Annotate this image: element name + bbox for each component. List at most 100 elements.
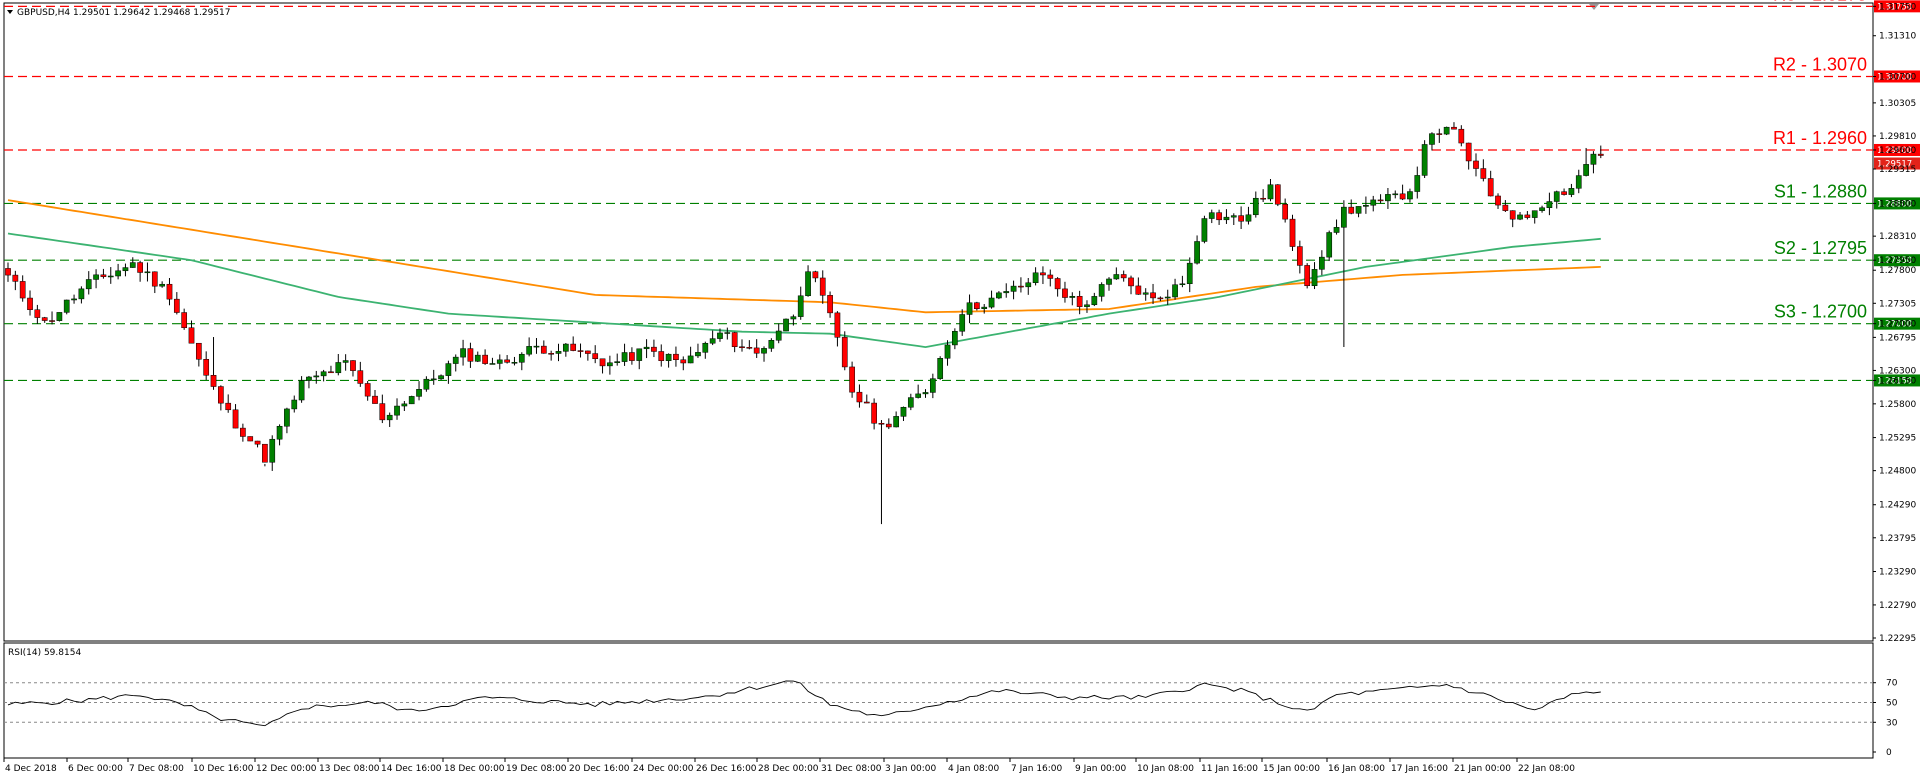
current-price-badge: [1874, 157, 1920, 170]
bull-candle-body: [797, 295, 804, 317]
bear-candle-body: [1465, 142, 1472, 162]
bull-candle-body: [761, 348, 767, 354]
bear-candle-body: [753, 347, 760, 354]
bear-candle-body: [1238, 215, 1244, 222]
x-tick-label: 6 Dec 00:00: [68, 764, 123, 774]
chart-header: GBPUSD,H4 1.29501 1.29642 1.29468 1.2951…: [17, 8, 230, 18]
bull-candle-body: [93, 274, 99, 280]
y-tick-label: 1.30700: [1879, 72, 1916, 82]
bull-candle-body: [768, 340, 775, 349]
bear-candle-body: [658, 351, 665, 361]
bull-candle-body: [915, 393, 922, 398]
bear-candle-body: [166, 283, 173, 300]
bull-candle-body: [1568, 188, 1575, 195]
bear-candle-body: [827, 295, 833, 314]
bull-candle-body: [489, 363, 496, 365]
bull-candle-body: [1392, 193, 1399, 196]
bull-candle-body: [1363, 204, 1369, 207]
bear-candle-body: [1260, 197, 1266, 200]
bull-candle-body: [643, 346, 650, 350]
x-tick-label: 24 Dec 00:00: [633, 764, 694, 774]
bull-candle-body: [1429, 133, 1435, 145]
bull-candle-body: [607, 362, 613, 367]
bear-candle-body: [1150, 292, 1156, 299]
bull-candle-body: [1186, 262, 1193, 285]
level-price-badge-label: 1.27950: [1877, 256, 1912, 266]
bull-candle-body: [416, 389, 422, 397]
bull-candle-body: [996, 292, 1002, 299]
bear-candle-body: [34, 309, 41, 318]
y-tick-label: 1.29600: [1879, 146, 1916, 156]
x-tick-label: 16 Jan 08:00: [1328, 764, 1385, 774]
y-tick-label: 1.27305: [1879, 299, 1916, 309]
bull-candle-body: [276, 425, 283, 440]
bear-candle-body: [379, 403, 386, 421]
y-tick-label: 1.28800: [1879, 199, 1916, 209]
level-price-badge: [1874, 197, 1920, 210]
rsi-header: RSI(14) 59.8154: [8, 648, 81, 658]
bear-candle-body: [629, 352, 635, 361]
bull-candle-body: [430, 378, 437, 381]
x-tick-label: 17 Jan 16:00: [1391, 764, 1448, 774]
y-tick-label: 1.31750: [1879, 2, 1916, 12]
x-tick-label: 10 Dec 16:00: [193, 764, 254, 774]
level-price-badge: [1874, 374, 1920, 387]
bull-candle-body: [1326, 232, 1333, 258]
bear-candle-body: [173, 298, 180, 313]
bull-candle-body: [1267, 184, 1274, 200]
bear-candle-body: [1282, 203, 1289, 220]
x-tick-label: 7 Jan 16:00: [1011, 764, 1063, 774]
bear-candle-body: [12, 274, 19, 282]
bull-candle-body: [1421, 144, 1428, 176]
bear-candle-body: [1509, 210, 1516, 220]
bear-candle-body: [863, 401, 870, 404]
bear-candle-body: [819, 277, 826, 296]
x-tick-label: 9 Jan 00:00: [1075, 764, 1127, 774]
x-tick-label: 28 Dec 00:00: [758, 764, 819, 774]
x-tick-label: 4 Dec 2018: [5, 764, 57, 774]
bull-candle-body: [1539, 207, 1545, 211]
bull-candle-body: [71, 298, 77, 301]
bear-candle-body: [585, 350, 591, 354]
bull-candle-body: [981, 306, 988, 310]
rsi-tick-label: 0: [1886, 748, 1892, 758]
y-tick-label: 1.29315: [1879, 165, 1916, 175]
bull-candle-body: [988, 297, 995, 308]
bear-candle-body: [1047, 274, 1054, 279]
bear-candle-body: [19, 281, 26, 299]
menu-triangle-icon[interactable]: [7, 10, 13, 14]
bull-candle-body: [1113, 274, 1120, 280]
y-tick-label: 1.26795: [1879, 333, 1916, 343]
bull-candle-body: [474, 354, 481, 362]
bull-candle-body: [401, 403, 408, 407]
bear-candle-body: [203, 359, 210, 376]
bull-candle-body: [1069, 296, 1076, 298]
y-tick-label: 1.27000: [1879, 320, 1916, 330]
bear-candle-body: [1480, 168, 1487, 179]
bull-candle-body: [636, 348, 643, 361]
bear-candle-body: [548, 353, 555, 355]
bear-candle-body: [1040, 272, 1046, 276]
bear-candle-body: [181, 312, 188, 328]
y-tick-label: 1.25295: [1879, 434, 1916, 444]
shift-marker-icon[interactable]: [1589, 4, 1599, 10]
bull-candle-body: [1333, 227, 1340, 233]
bear-candle-body: [372, 395, 378, 404]
y-tick-label: 1.22295: [1879, 634, 1916, 644]
y-tick-label: 1.29810: [1879, 132, 1916, 142]
bear-candle-body: [1216, 212, 1222, 221]
bull-candle-body: [966, 302, 973, 315]
bull-candle-body: [1164, 296, 1171, 299]
bear-candle-body: [1458, 128, 1465, 144]
bull-candle-body: [408, 396, 415, 405]
bear-candle-body: [262, 443, 268, 463]
bull-candle-body: [1517, 214, 1523, 220]
x-tick-label: 10 Jan 08:00: [1137, 764, 1194, 774]
bull-candle-body: [518, 353, 525, 363]
bull-candle-body: [56, 312, 63, 321]
bear-candle-body: [482, 354, 488, 364]
x-tick-label: 18 Dec 00:00: [444, 764, 505, 774]
resistance-level-label: R2 - 1.3070: [1773, 54, 1867, 74]
bull-candle-body: [159, 283, 165, 287]
level-price-badge: [1874, 254, 1920, 267]
